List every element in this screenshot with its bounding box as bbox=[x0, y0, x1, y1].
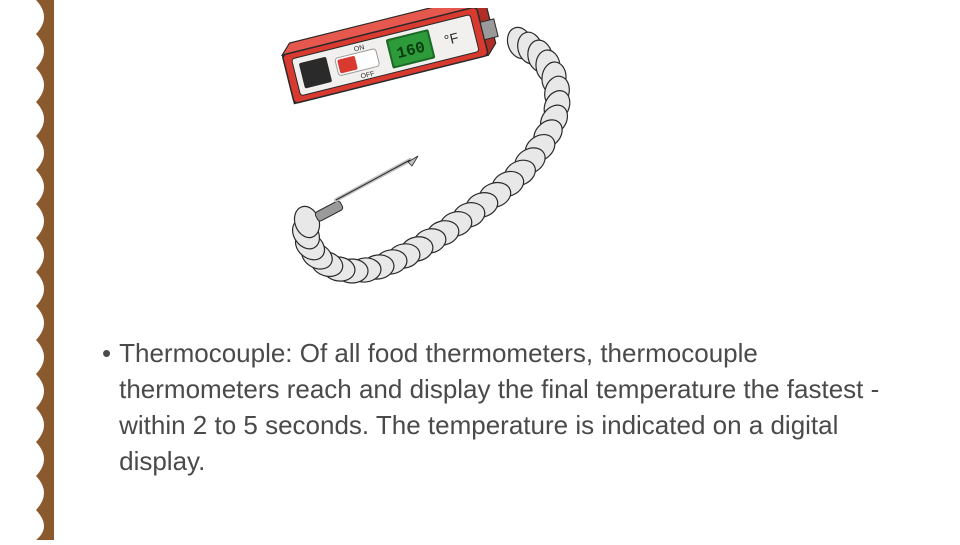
content-area: ON OFF 160 °F • Thermocouple: Of all foo… bbox=[90, 0, 940, 540]
bullet-marker: • bbox=[102, 335, 111, 371]
bullet-text: Thermocouple: Of all food thermometers, … bbox=[119, 335, 920, 479]
bullet-item: • Thermocouple: Of all food thermometers… bbox=[102, 335, 920, 479]
scalloped-sidebar bbox=[0, 0, 68, 540]
bullet-block: • Thermocouple: Of all food thermometers… bbox=[102, 335, 920, 479]
thermocouple-illustration: ON OFF 160 °F bbox=[220, 8, 600, 308]
